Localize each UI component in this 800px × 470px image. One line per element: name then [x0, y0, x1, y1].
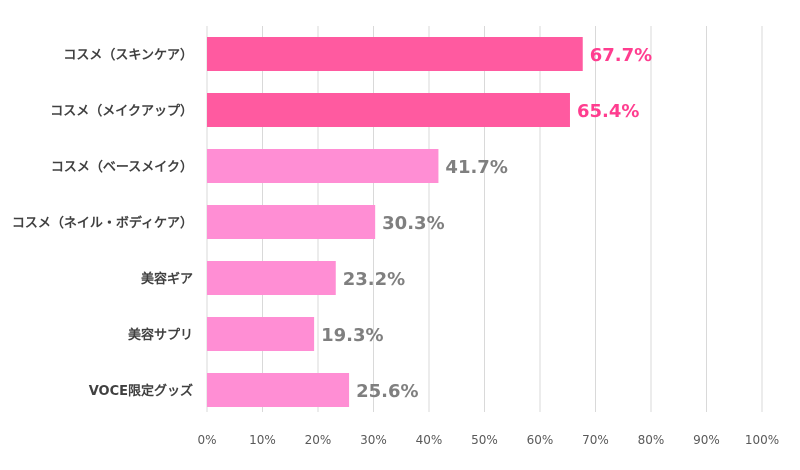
- x-tick-label: 100%: [745, 433, 779, 447]
- x-tick-label: 80%: [638, 433, 665, 447]
- bars: [207, 37, 583, 407]
- category-label: 美容サプリ: [128, 327, 193, 343]
- category-label: VOCE限定グッズ: [89, 383, 193, 399]
- x-tick-label: 0%: [197, 433, 216, 447]
- value-label: 67.7%: [590, 45, 652, 66]
- value-label: 30.3%: [382, 213, 444, 234]
- value-label: 19.3%: [321, 325, 383, 346]
- value-label: 65.4%: [577, 101, 639, 122]
- bar: [207, 149, 439, 183]
- category-labels: コスメ（スキンケア） コスメ（メイクアップ） コスメ（ベースメイク） コスメ（ネイル・…: [12, 47, 193, 399]
- category-label: コスメ（ネイル・ボディケア）: [12, 215, 193, 231]
- x-tick-label: 20%: [305, 433, 332, 447]
- value-label: 41.7%: [445, 157, 507, 178]
- category-label: コスメ（スキンケア）: [63, 47, 193, 63]
- gridlines: [206, 26, 763, 412]
- category-label: 美容ギア: [141, 271, 193, 287]
- x-tick-label: 60%: [527, 433, 554, 447]
- x-tick-label: 50%: [471, 433, 498, 447]
- bar: [207, 93, 570, 127]
- x-tick-label: 10%: [249, 433, 276, 447]
- x-tick-label: 70%: [582, 433, 609, 447]
- x-tick-label: 90%: [693, 433, 720, 447]
- bar: [207, 205, 376, 239]
- x-tick-label: 30%: [360, 433, 387, 447]
- category-label: コスメ（メイクアップ）: [50, 103, 193, 119]
- bar: [207, 37, 583, 71]
- value-labels: 67.7% 65.4% 41.7% 30.3% 23.2% 19.3% 25.6%: [321, 45, 652, 402]
- value-label: 23.2%: [343, 269, 405, 290]
- category-label: コスメ（ベースメイク）: [51, 159, 193, 175]
- bar: [207, 373, 350, 407]
- bar: [207, 261, 336, 295]
- value-label: 25.6%: [356, 381, 418, 402]
- x-axis-tick-labels: 0% 10% 20% 30% 40% 50% 60% 70% 80% 90% 100%: [197, 433, 779, 447]
- x-tick-label: 40%: [416, 433, 443, 447]
- bar: [207, 317, 315, 351]
